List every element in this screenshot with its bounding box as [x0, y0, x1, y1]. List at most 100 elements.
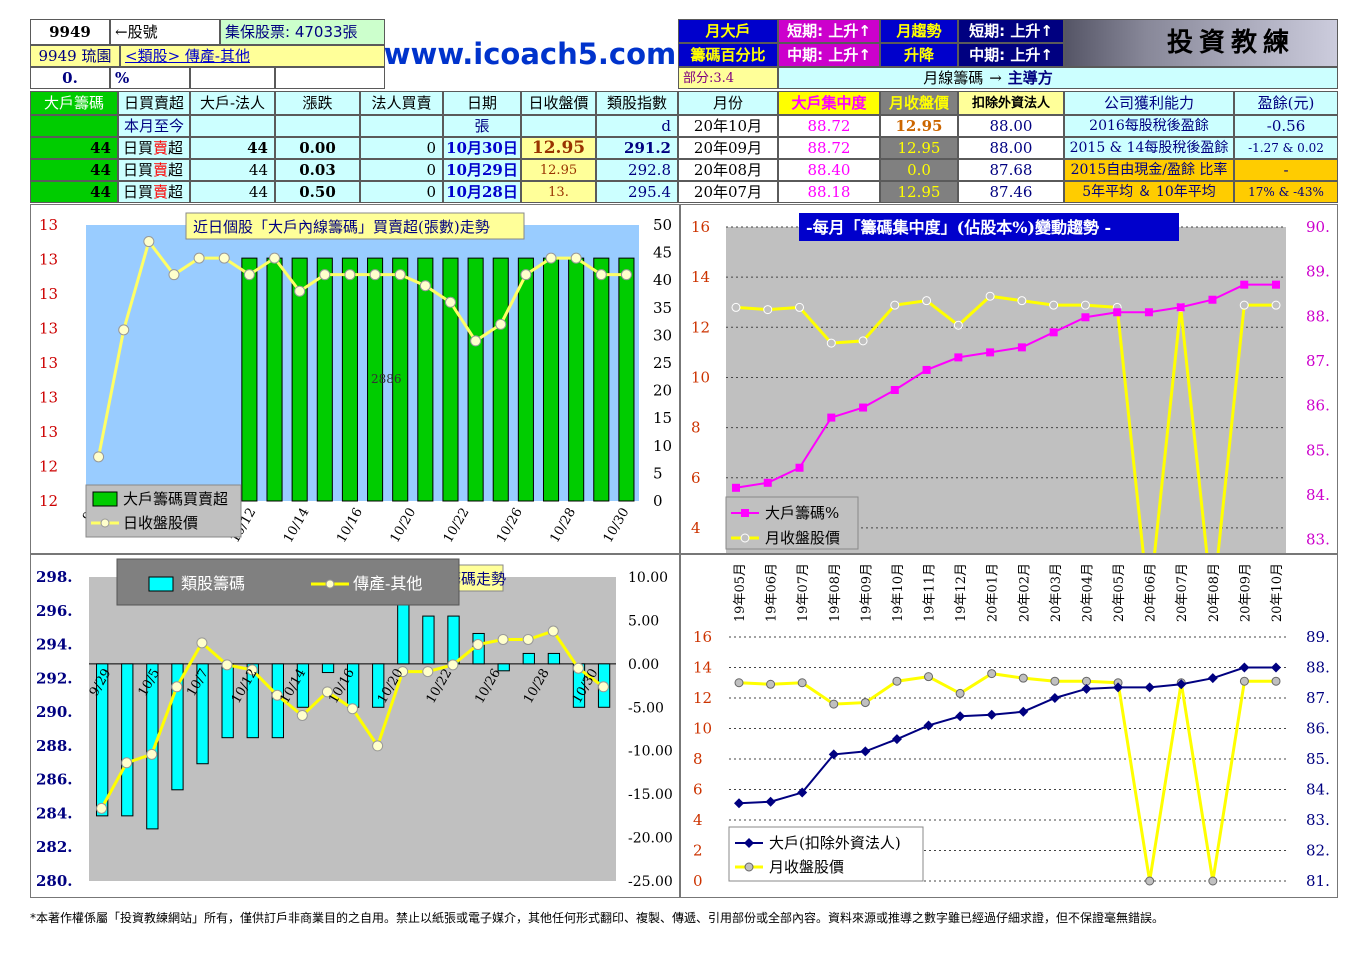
- right-tick-label: 81.: [1306, 872, 1330, 890]
- concentration-point: [1176, 303, 1185, 312]
- price-point: [797, 678, 807, 688]
- price-point: [243, 269, 255, 281]
- ex-foreign-point: [1144, 682, 1155, 693]
- ex-foreign-line: [738, 666, 1276, 805]
- sector-bar: [447, 615, 460, 665]
- concentration-point: [763, 478, 772, 487]
- price-point: [731, 302, 741, 312]
- ex-foreign-point: [797, 787, 808, 798]
- row-big-chips: 44: [30, 159, 118, 181]
- price-point: [495, 318, 507, 330]
- left-tick-label: 13: [39, 423, 58, 441]
- row-date: 10月30日: [443, 137, 521, 159]
- monthly-chip-bar: 月線籌碼 → 主導方: [778, 67, 1338, 89]
- x-tick-label: 19年11月: [923, 563, 938, 622]
- legend-swatch-marker: [740, 533, 750, 543]
- left-tick-label: 13: [39, 389, 58, 407]
- left-tick-label: 12: [693, 689, 712, 707]
- left-tick-label: 16: [693, 628, 712, 646]
- month-row-ex-foreign: 88.00: [958, 115, 1064, 137]
- right-tick-label: 87.: [1306, 689, 1330, 707]
- chip-bar: [568, 257, 585, 502]
- x-tick-label: 20年02月: [1017, 563, 1032, 622]
- price-line: [97, 238, 627, 458]
- col-daily-net: 日買賣超: [118, 91, 190, 115]
- left-tick-label: 13: [39, 320, 58, 338]
- price-point: [890, 300, 900, 310]
- legend-line-dot: [325, 579, 335, 589]
- left-tick-label: 4: [691, 519, 701, 537]
- monthly-trend-label: 月趨勢: [880, 19, 958, 43]
- monthly-big-label: 月大戶: [678, 19, 778, 43]
- chip-bar: [517, 257, 534, 502]
- concentration-point: [986, 348, 995, 357]
- right-tick-label: 88.: [1306, 659, 1330, 677]
- x-tick-label: 20年04月: [1080, 563, 1095, 622]
- left-tick-label: 10: [691, 368, 710, 386]
- concentration-point: [859, 403, 868, 412]
- profit-row-value: -: [1234, 159, 1338, 181]
- price-point: [319, 269, 331, 281]
- right-tick-label: 45: [653, 244, 672, 262]
- price-point: [1018, 673, 1028, 683]
- price-point: [1049, 300, 1059, 310]
- right-tick-label: 5.00: [628, 613, 659, 629]
- industry-link[interactable]: <類股> 傳產-其他: [120, 45, 385, 67]
- concentration-point: [954, 353, 963, 362]
- row-date: 10月29日: [443, 159, 521, 181]
- right-tick-label: 84.: [1306, 781, 1330, 799]
- sector-index-point: [146, 748, 158, 760]
- price-point: [1239, 300, 1249, 310]
- ex-foreign-point: [1207, 673, 1218, 684]
- chart-monthly-concentration: 4 6 8 10 12 14 16 83. 84. 85. 86. 87. 88. 89. 90. -每月「籌…: [680, 204, 1338, 612]
- legend-bar-swatch: [148, 576, 174, 592]
- price-point: [858, 336, 868, 346]
- month-row-ex-foreign: 87.68: [958, 159, 1064, 181]
- right-tick-label: 89.: [1306, 628, 1330, 646]
- row-label-part: 日買: [123, 138, 154, 157]
- row-inst: 44: [190, 137, 275, 159]
- ytd-change: [275, 115, 360, 137]
- left-tick-label: 294.: [36, 636, 73, 654]
- legend-label: 大戶籌碼%: [765, 504, 839, 522]
- month-row-month: 20年08月: [678, 159, 778, 181]
- month-row-close: 12.95: [880, 181, 958, 203]
- sector-bar: [171, 663, 184, 791]
- watermark-text: 2886: [371, 372, 402, 386]
- col-month-close: 月收盤價: [880, 91, 958, 115]
- website-link[interactable]: www.icoach5.com: [385, 36, 675, 71]
- price-line: [738, 672, 1276, 882]
- price-point: [470, 335, 482, 347]
- row-close: 13.: [521, 181, 596, 203]
- right-tick-label: 85.: [1306, 441, 1330, 459]
- col-eps: 盈餘(元): [1234, 91, 1338, 115]
- month-row-close: 12.95: [880, 115, 958, 137]
- ex-foreign-point: [734, 798, 744, 809]
- monthly-chip-arrow: →: [989, 68, 1002, 87]
- price-point: [143, 236, 155, 248]
- row-label-part: 賣: [153, 182, 169, 201]
- price-point: [218, 252, 230, 264]
- monthly-big-label-2: 籌碼百分比: [678, 43, 778, 67]
- right-tick-label: 35: [653, 299, 672, 317]
- price-point: [193, 252, 205, 264]
- price-point: [734, 678, 744, 688]
- legend-label: 類股籌碼: [181, 574, 245, 593]
- right-tick-label: 20: [653, 382, 672, 400]
- left-tick-label: 13: [39, 285, 58, 303]
- row-close: 12.95: [521, 159, 596, 181]
- row-legal: 0: [360, 159, 443, 181]
- row-daily-net-label: 日買賣超: [118, 159, 190, 181]
- price-point: [545, 252, 557, 264]
- concentration-point: [1208, 295, 1217, 304]
- right-tick-label: -10.00: [628, 744, 673, 760]
- chip-bar: [492, 257, 509, 502]
- chart-daily-chips-svg: 0 5 10 15 20 25 30 35 40 45 50 13 13 13 13 13 13 13 12 12 28…: [39, 212, 672, 545]
- row-inst: 44: [190, 181, 275, 203]
- chip-bar: [291, 257, 308, 502]
- chip-bar: [467, 257, 484, 502]
- chip-bar: [341, 257, 358, 502]
- legend-label: 大戶(扣除外資法人): [769, 834, 901, 852]
- row-label-part: 日買: [123, 182, 154, 201]
- price-point: [1017, 296, 1027, 306]
